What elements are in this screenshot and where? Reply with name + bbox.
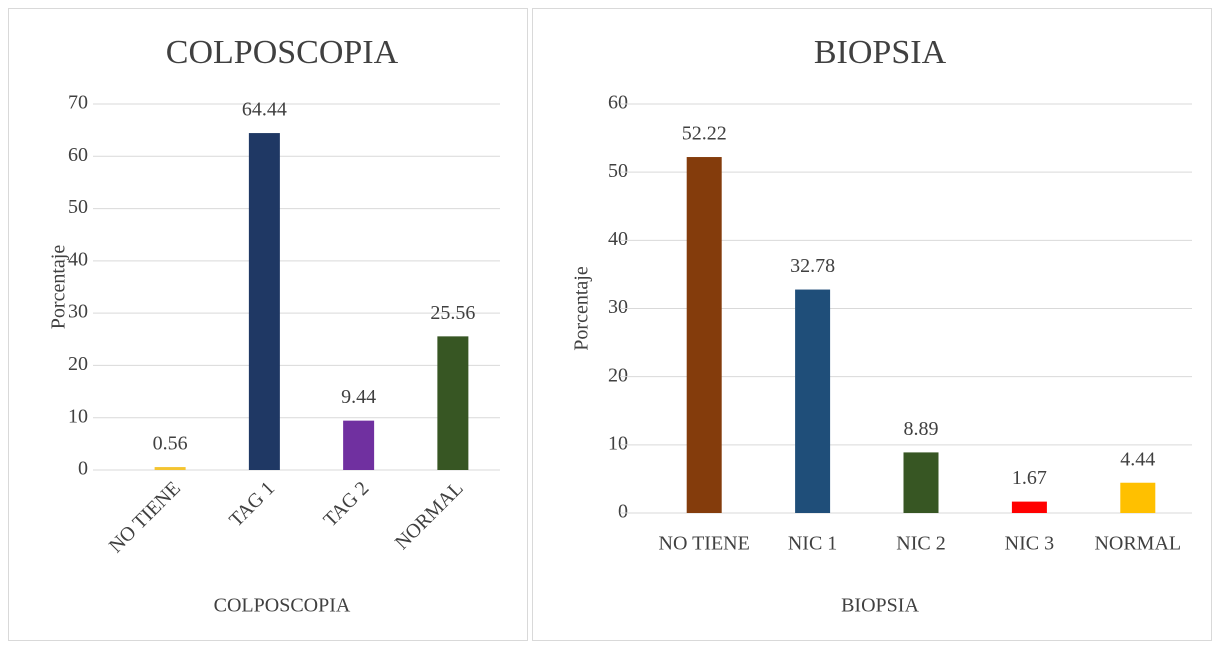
y-tick-label: 0 <box>78 458 88 480</box>
y-tick-label: 10 <box>68 405 88 427</box>
y-tick-label: 20 <box>68 353 88 375</box>
y-tick-label: 70 <box>68 92 88 114</box>
data-label: 64.44 <box>242 99 287 121</box>
x-tick-label: NIC 3 <box>1005 533 1054 555</box>
y-tick-label: 40 <box>68 248 88 270</box>
bar <box>248 133 280 470</box>
x-axis-label: BIOPSIA <box>841 595 919 617</box>
y-tick-label: 40 <box>608 228 628 250</box>
data-label: 9.44 <box>341 386 376 408</box>
x-tick-label: NORMAL <box>1094 533 1181 555</box>
y-tick-label: 0 <box>618 501 628 523</box>
x-axis-label: COLPOSCOPIA <box>214 595 351 617</box>
bar <box>343 420 375 470</box>
bar <box>1120 482 1156 513</box>
y-tick-label: 10 <box>608 432 628 454</box>
y-tick-label: 50 <box>68 196 88 218</box>
y-tick-label: 50 <box>608 160 628 182</box>
bar <box>903 452 939 513</box>
x-tick-label: NIC 1 <box>788 533 837 555</box>
x-tick-label: NIC 2 <box>896 533 945 555</box>
y-axis-label: Porcentaje <box>571 266 593 351</box>
data-label: 52.22 <box>682 123 727 145</box>
data-label: 4.44 <box>1120 448 1155 470</box>
y-axis-label: Porcentaje <box>48 245 70 330</box>
data-label: 25.56 <box>430 302 475 324</box>
bar <box>437 336 469 470</box>
y-tick-label: 30 <box>68 301 88 323</box>
x-tick-label: NO TIENE <box>659 533 750 555</box>
chart-title: BIOPSIA <box>814 34 947 71</box>
data-label: 32.78 <box>790 255 835 277</box>
data-label: 8.89 <box>904 418 939 440</box>
panel <box>532 8 1212 641</box>
y-tick-label: 30 <box>608 296 628 318</box>
bar <box>686 157 722 513</box>
bar <box>154 467 186 470</box>
data-label: 0.56 <box>153 433 188 455</box>
data-label: 1.67 <box>1012 467 1047 489</box>
bar <box>1011 501 1047 513</box>
chart-title: COLPOSCOPIA <box>166 34 399 71</box>
y-tick-label: 60 <box>608 92 628 114</box>
y-tick-label: 20 <box>608 364 628 386</box>
y-tick-label: 60 <box>68 144 88 166</box>
bar <box>795 289 831 513</box>
